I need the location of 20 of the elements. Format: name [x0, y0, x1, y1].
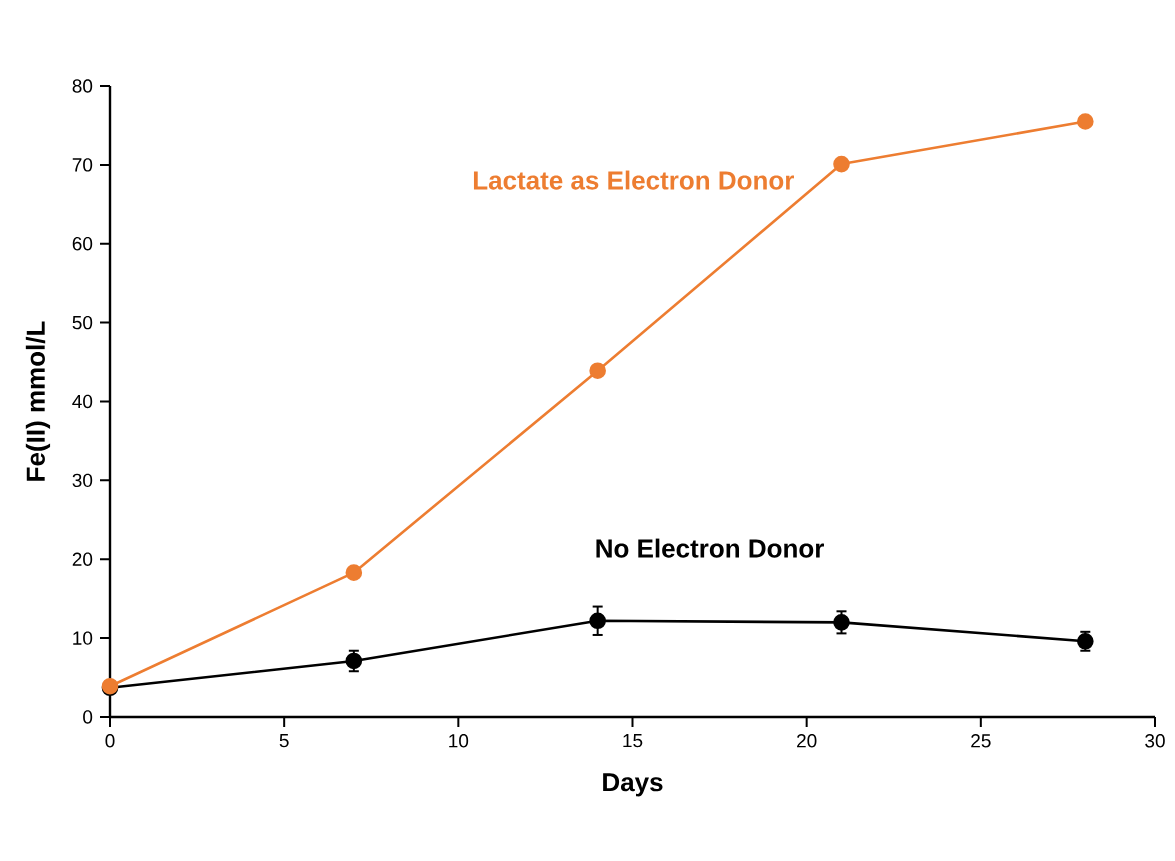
y-tick-label: 80 — [72, 79, 93, 93]
text: No Electron Donor — [596, 538, 824, 558]
series-label: Lactate as Electron Donor — [473, 170, 795, 190]
y-tick-label: 30 — [72, 473, 93, 488]
y-tick-label: 40 — [72, 394, 93, 409]
y-tick-label: 0 — [83, 710, 93, 724]
y-tick-label: 10 — [73, 631, 93, 645]
y-tick-label: 20 — [72, 552, 93, 566]
x-axis-title: Days — [603, 773, 663, 797]
x-tick-label: 30 — [1145, 734, 1165, 748]
x-tick-label: 25 — [971, 734, 991, 748]
y-tick-label: 60 — [72, 237, 93, 251]
x-tick-label: 5 — [279, 734, 289, 748]
y-axis-title: Fe(II) mmol/L — [25, 321, 51, 481]
x-tick-label: 10 — [449, 734, 469, 748]
x-tick-label: 20 — [797, 734, 817, 748]
y-tick-label: 70 — [72, 158, 93, 172]
x-tick-label: 0 — [105, 734, 115, 748]
y-tick-label: 50 — [72, 315, 93, 330]
x-tick-label: 15 — [623, 734, 643, 748]
